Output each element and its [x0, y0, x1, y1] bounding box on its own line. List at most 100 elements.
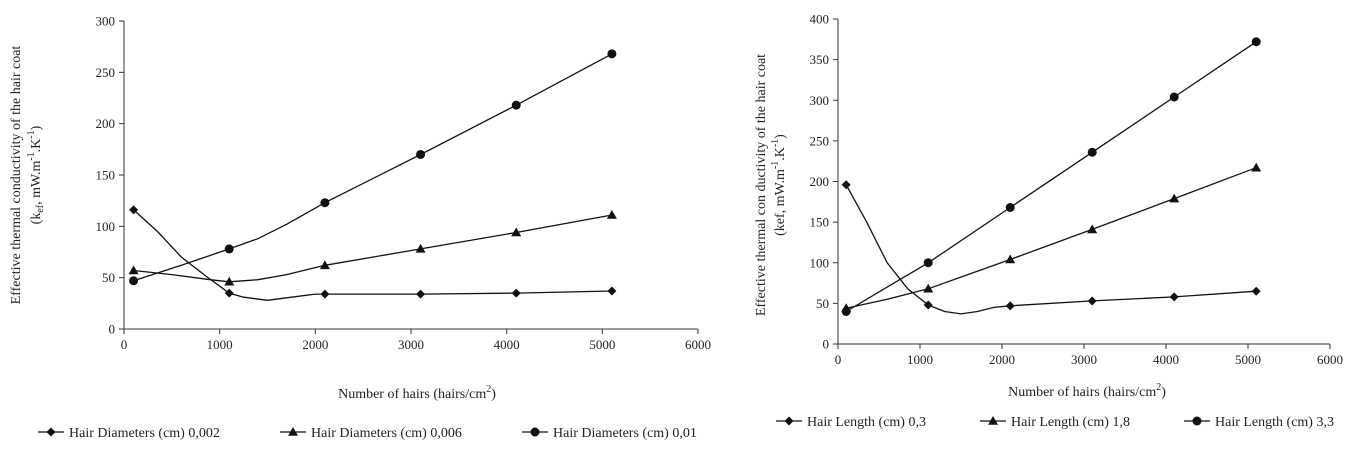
y-tick-label: 100 — [96, 219, 116, 234]
data-point — [129, 205, 139, 215]
data-point — [416, 149, 426, 159]
data-point — [1005, 301, 1015, 311]
data-point — [224, 276, 235, 286]
x-tick-label: 1000 — [907, 352, 933, 367]
series-line — [133, 53, 613, 282]
data-point — [841, 307, 851, 316]
legend-marker — [288, 427, 298, 436]
data-point — [128, 265, 139, 275]
data-point — [923, 283, 934, 293]
y-tick-label: 150 — [810, 215, 830, 230]
x-tick-label: 4000 — [494, 337, 520, 352]
data-point — [1169, 193, 1180, 203]
y-tick-label: 50 — [102, 270, 115, 285]
y-tick-label: 150 — [96, 168, 116, 183]
y-tick-label: 400 — [810, 12, 830, 27]
x-tick-label: 2000 — [302, 337, 328, 352]
legend-entry: Hair Diameters (cm) 0,002 — [38, 426, 220, 441]
data-point — [1005, 203, 1015, 212]
data-point — [224, 244, 234, 254]
x-tick-label: 5000 — [589, 337, 615, 352]
data-point — [923, 258, 933, 268]
data-point — [1251, 162, 1262, 172]
x-tick-label: 3000 — [398, 337, 424, 352]
legend-label: Hair Length (cm) 3,3 — [1215, 415, 1334, 430]
series-circle — [841, 37, 1261, 316]
series-line — [133, 209, 612, 301]
y-axis-title-line2: (kef, mW.m-1.K-1) — [26, 125, 46, 224]
data-point — [607, 286, 617, 296]
data-point — [319, 260, 330, 270]
data-point — [416, 289, 426, 299]
data-point — [224, 288, 234, 298]
data-point — [1087, 224, 1098, 234]
data-point — [511, 100, 521, 110]
x-tick-label: 6000 — [685, 337, 711, 352]
series-circle — [129, 49, 617, 286]
x-tick-label: 0 — [835, 352, 842, 367]
data-point — [607, 49, 617, 59]
y-axis-title-line2: (kef, mW.m-1.K-1) — [770, 134, 788, 236]
y-axis-title-line1: Effective thermal con ductivity of the h… — [754, 54, 769, 316]
y-tick-label: 250 — [810, 133, 830, 148]
series-line — [846, 167, 1257, 309]
y-tick-label: 250 — [96, 65, 116, 80]
data-point — [415, 243, 426, 253]
data-point — [1169, 92, 1179, 102]
x-axis-title: Number of hairs (hairs/cm2) — [338, 384, 496, 402]
x-tick-label: 1000 — [207, 337, 233, 352]
legend-marker — [988, 416, 998, 425]
legend-marker — [46, 427, 56, 437]
data-point — [129, 276, 139, 286]
series-triangle — [128, 210, 617, 286]
x-tick-label: 4000 — [1153, 352, 1179, 367]
legend-entry: Hair Diameters (cm) 0,006 — [280, 426, 462, 441]
x-tick-label: 0 — [121, 337, 128, 352]
data-point — [1251, 286, 1261, 296]
legend-marker — [784, 416, 794, 426]
data-point — [320, 198, 330, 208]
y-axis-title-line1: Effective thermal conductivity of the ha… — [9, 46, 24, 305]
y-tick-label: 200 — [810, 174, 830, 189]
data-point — [1087, 296, 1097, 306]
legend-label: Hair Diameters (cm) 0,006 — [311, 426, 462, 441]
x-tick-label: 6000 — [1317, 352, 1343, 367]
x-tick-label: 5000 — [1235, 352, 1261, 367]
x-tick-label: 3000 — [1071, 352, 1097, 367]
y-tick-label: 200 — [96, 116, 116, 131]
x-tick-label: 2000 — [989, 352, 1015, 367]
y-tick-label: 0 — [823, 337, 830, 352]
x-axis-title: Number of hairs (hairs/cm2) — [1008, 382, 1166, 400]
y-tick-label: 300 — [810, 93, 830, 108]
legend-label: Hair Length (cm) 0,3 — [807, 415, 926, 430]
y-tick-label: 50 — [816, 296, 829, 311]
y-tick-label: 300 — [96, 14, 116, 29]
data-point — [511, 227, 522, 237]
series-line — [133, 214, 613, 283]
series-triangle — [841, 162, 1262, 312]
legend-entry: Hair Length (cm) 0,3 — [776, 415, 926, 430]
data-point — [511, 288, 521, 298]
data-point — [841, 180, 851, 190]
y-tick-label: 0 — [109, 322, 116, 337]
series-diamond — [129, 205, 617, 301]
legend-label: Hair Diameters (cm) 0,002 — [69, 426, 220, 441]
data-point — [1087, 147, 1097, 157]
legend-label: Hair Length (cm) 1,8 — [1011, 415, 1130, 430]
legend-entry: Hair Diameters (cm) 0,01 — [522, 426, 697, 441]
legend-entry: Hair Length (cm) 3,3 — [1184, 415, 1334, 430]
y-tick-label: 100 — [810, 255, 830, 270]
data-point — [1169, 292, 1179, 302]
legend-label: Hair Diameters (cm) 0,01 — [553, 426, 697, 441]
series-diamond — [841, 180, 1261, 315]
data-point — [320, 289, 330, 299]
data-point — [923, 300, 933, 310]
data-point — [1005, 254, 1016, 264]
y-tick-label: 350 — [810, 52, 830, 67]
data-point — [606, 210, 617, 219]
series-line — [845, 41, 1257, 313]
legend-marker — [530, 427, 540, 437]
